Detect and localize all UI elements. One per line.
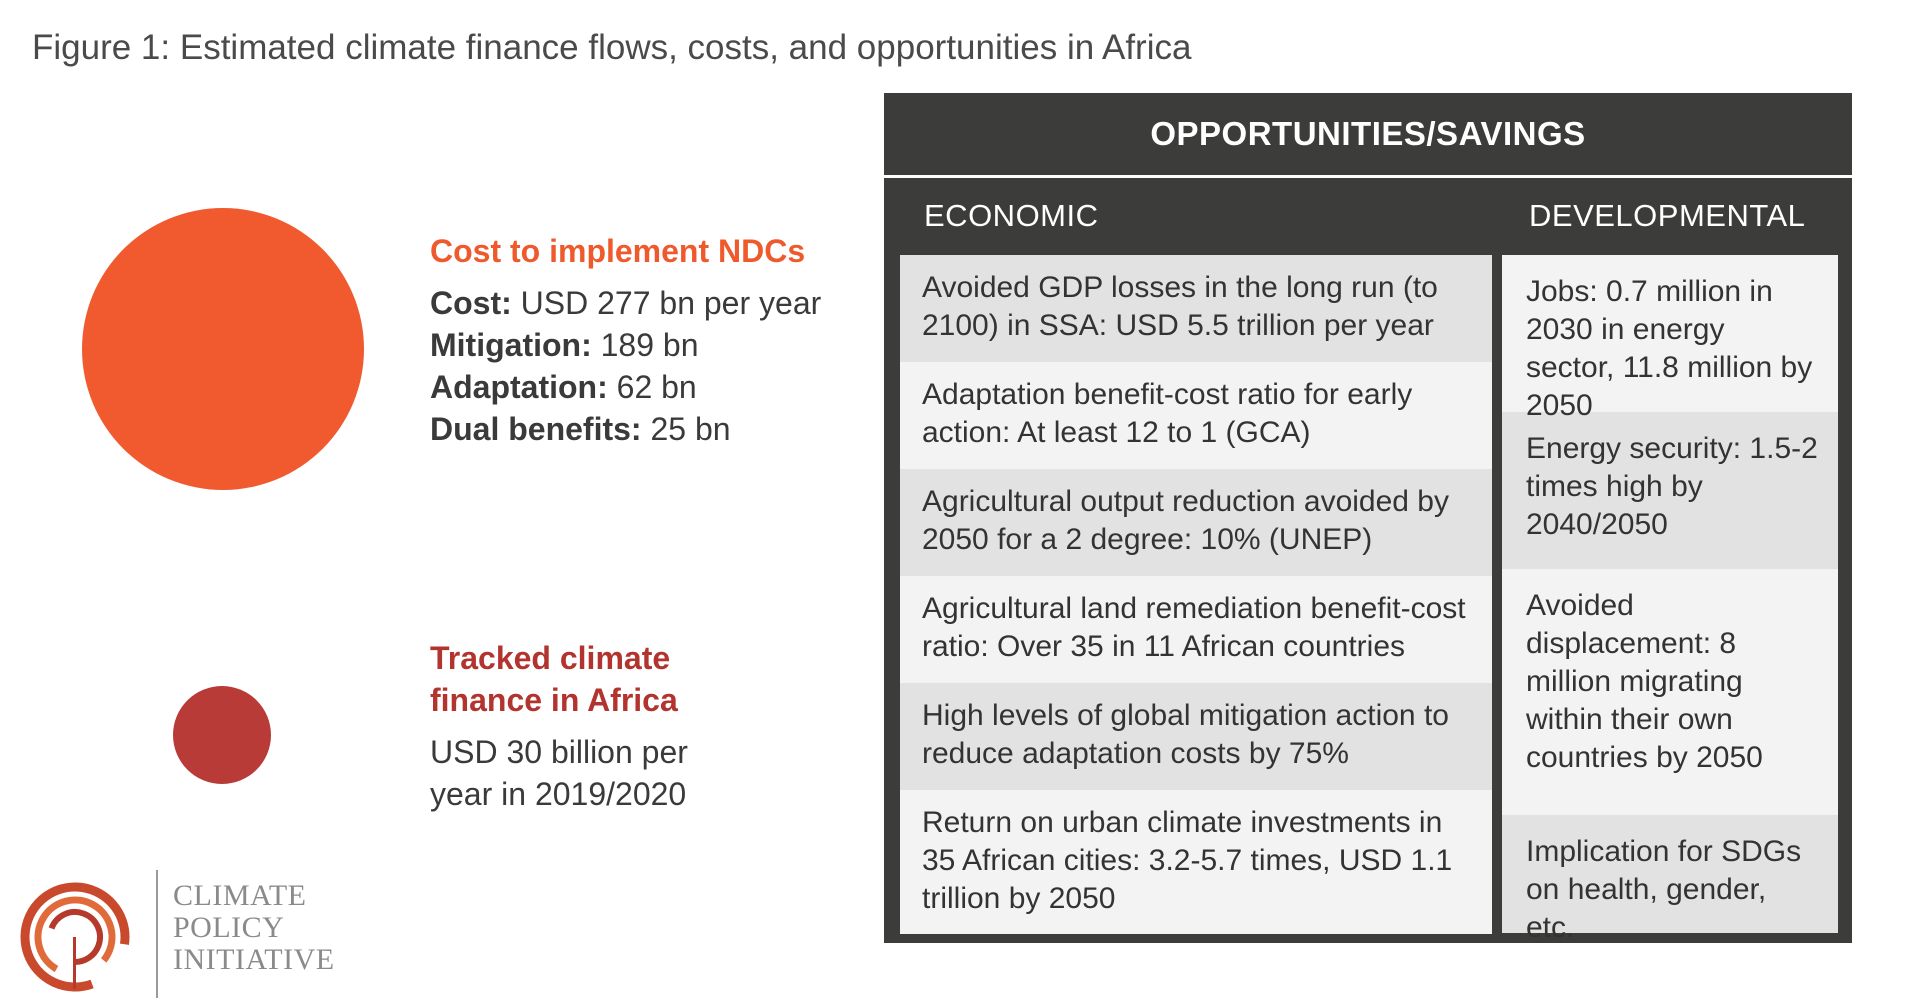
logo-word: INITIATIVE: [173, 943, 335, 976]
ndc-line-label: Mitigation:: [430, 327, 592, 363]
tracked-heading-line: Tracked climate: [430, 640, 671, 676]
logo-word: CLIMATE: [173, 879, 307, 912]
ndc-line: Mitigation: 189 bn: [430, 324, 850, 366]
ndc-line-value: 62 bn: [607, 369, 697, 405]
tracked-heading-line: finance in Africa: [430, 682, 678, 718]
developmental-item: Energy security: 1.5-2 times high by 204…: [1502, 412, 1838, 569]
opportunities-panel: OPPORTUNITIES/SAVINGS ECONOMIC DEVELOPME…: [884, 93, 1852, 944]
logo-word: POLICY: [173, 911, 285, 944]
ndc-cost-circle: [82, 208, 364, 490]
economic-item: Avoided GDP losses in the long run (to 2…: [900, 255, 1492, 362]
developmental-item: Avoided displacement: 8 million migratin…: [1502, 569, 1838, 815]
ndc-line-label: Dual benefits:: [430, 411, 642, 447]
ndc-line-label: Cost:: [430, 285, 512, 321]
panel-divider: [884, 175, 1852, 178]
panel-title: OPPORTUNITIES/SAVINGS: [1150, 115, 1586, 152]
tracked-finance-circle: [173, 686, 271, 784]
tracked-text-line: USD 30 billion per: [430, 734, 688, 770]
logo-divider: [156, 870, 158, 998]
ndc-line-value: USD 277 bn per year: [511, 285, 822, 321]
ndc-line-label: Adaptation:: [430, 369, 608, 405]
logo-wordmark: CLIMATE POLICY INITIATIVE: [173, 880, 335, 976]
ndc-line: Adaptation: 62 bn: [430, 366, 850, 408]
developmental-column: Jobs: 0.7 million in 2030 in energy sect…: [1502, 255, 1838, 944]
economic-item: Return on urban climate investments in 3…: [900, 790, 1492, 934]
developmental-item: Implication for SDGs on health, gender, …: [1502, 815, 1838, 944]
tracked-heading: Tracked climate finance in Africa: [430, 637, 790, 721]
ndc-line: Dual benefits: 25 bn: [430, 408, 850, 450]
economic-header: ECONOMIC: [924, 198, 1099, 233]
economic-item: High levels of global mitigation action …: [900, 683, 1492, 790]
developmental-header: DEVELOPMENTAL: [1529, 198, 1806, 233]
economic-item: Adaptation benefit-cost ratio for early …: [900, 362, 1492, 469]
ndc-line-value: 189 bn: [591, 327, 699, 363]
developmental-item: Jobs: 0.7 million in 2030 in energy sect…: [1502, 255, 1838, 422]
economic-item: Agricultural land remediation benefit-co…: [900, 576, 1492, 683]
cpi-logo-mark-icon: [20, 882, 130, 992]
tracked-text-line: year in 2019/2020: [430, 776, 687, 812]
ndc-cost-block: Cost to implement NDCs Cost: USD 277 bn …: [430, 230, 850, 450]
economic-column: Avoided GDP losses in the long run (to 2…: [900, 255, 1492, 934]
ndc-line: Cost: USD 277 bn per year: [430, 282, 850, 324]
ndc-line-value: 25 bn: [641, 411, 731, 447]
cpi-logo: CLIMATE POLICY INITIATIVE: [16, 870, 336, 1000]
ndc-heading: Cost to implement NDCs: [430, 233, 806, 269]
economic-item: Agricultural output reduction avoided by…: [900, 469, 1492, 576]
figure-title: Figure 1: Estimated climate finance flow…: [32, 28, 1192, 67]
tracked-finance-block: Tracked climate finance in Africa USD 30…: [430, 637, 790, 815]
